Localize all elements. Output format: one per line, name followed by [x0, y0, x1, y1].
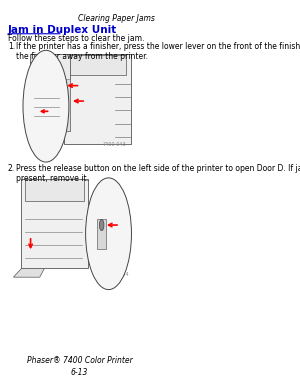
Text: 7400-044: 7400-044 [106, 272, 129, 277]
Circle shape [85, 178, 131, 289]
Text: If the printer has a finisher, press the lower lever on the front of the finishe: If the printer has a finisher, press the… [16, 42, 300, 61]
FancyBboxPatch shape [64, 80, 70, 131]
Text: 2.: 2. [8, 164, 15, 173]
FancyBboxPatch shape [25, 179, 85, 201]
FancyBboxPatch shape [64, 54, 131, 144]
FancyBboxPatch shape [69, 55, 126, 75]
Text: Phaser® 7400 Color Printer
6-13: Phaser® 7400 Color Printer 6-13 [27, 356, 133, 377]
Text: Follow these steps to clear the jam.: Follow these steps to clear the jam. [8, 34, 144, 43]
FancyBboxPatch shape [21, 179, 88, 268]
FancyBboxPatch shape [97, 218, 106, 249]
Circle shape [23, 50, 69, 162]
Text: 7400-043: 7400-043 [103, 142, 126, 147]
Circle shape [99, 220, 104, 230]
Text: 1.: 1. [8, 42, 15, 50]
FancyBboxPatch shape [30, 54, 70, 131]
Polygon shape [14, 268, 44, 277]
Text: Press the release button on the left side of the printer to open Door D. If jamm: Press the release button on the left sid… [16, 164, 300, 183]
Text: Clearing Paper Jams: Clearing Paper Jams [78, 14, 154, 23]
Text: Jam in Duplex Unit: Jam in Duplex Unit [8, 25, 117, 35]
